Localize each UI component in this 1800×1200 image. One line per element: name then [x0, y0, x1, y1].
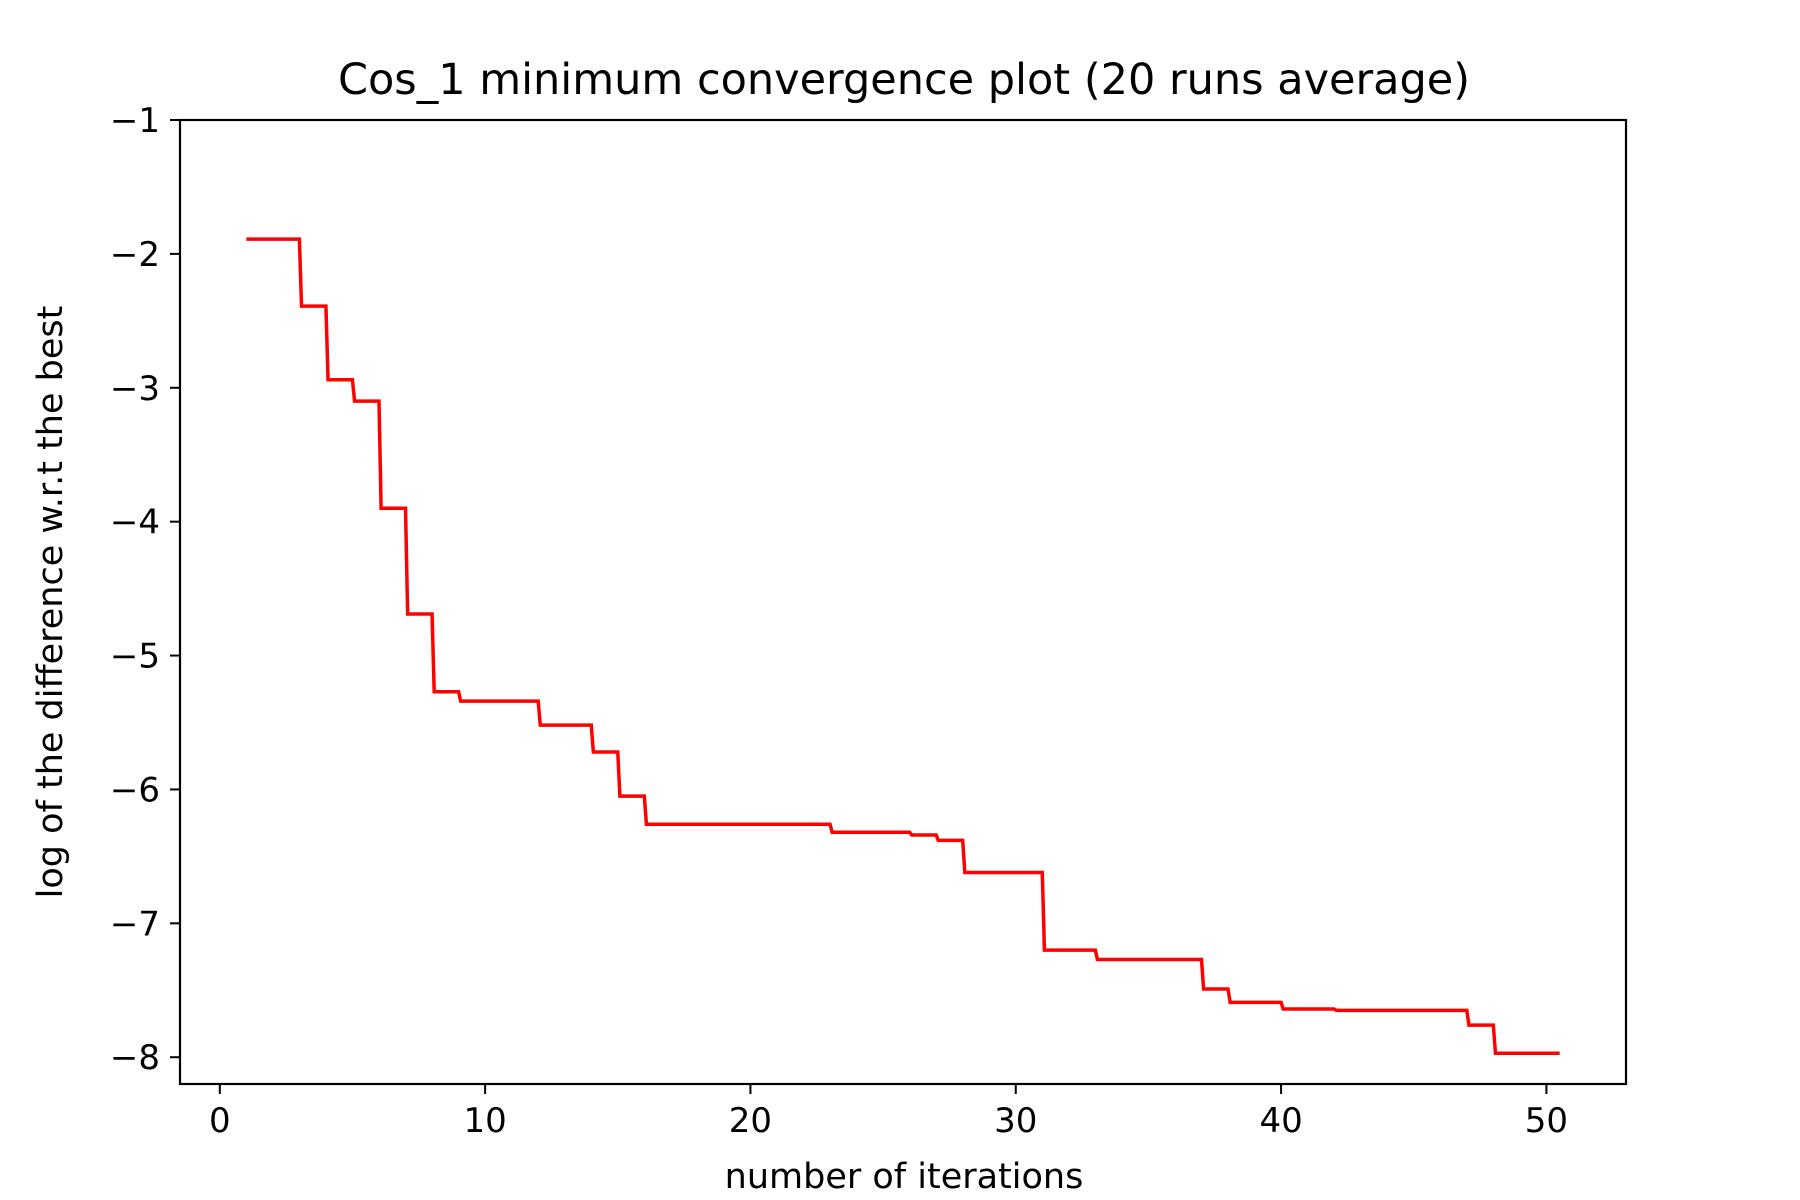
y-axis-label: log of the difference w.r.t the best [31, 306, 71, 899]
series-line [246, 237, 1560, 1055]
x-tick-label: 10 [463, 1101, 506, 1141]
y-tick-label: −2 [110, 235, 160, 275]
y-tick-label: −8 [110, 1038, 160, 1078]
chart-title: Cos_1 minimum convergence plot (20 runs … [338, 55, 1470, 105]
x-tick-label: 40 [1259, 1101, 1302, 1141]
x-tick-label: 20 [729, 1101, 772, 1141]
y-axis-ticks: −1 −2 −3 −4 −5 −6 −7 −8 [110, 101, 180, 1078]
y-tick-label: −1 [110, 101, 160, 141]
y-tick-label: −6 [110, 770, 160, 810]
plot-frame [178, 118, 1628, 1086]
y-tick-label: −5 [110, 637, 160, 677]
y-tick-label: −4 [110, 503, 160, 543]
y-tick-label: −3 [110, 369, 160, 409]
x-tick-label: 0 [209, 1101, 231, 1141]
y-tick-label: −7 [110, 904, 160, 944]
x-axis-ticks: 0 10 20 30 40 50 [209, 1084, 1568, 1141]
x-tick-label: 30 [994, 1101, 1037, 1141]
x-axis-label: number of iterations [725, 1157, 1084, 1197]
x-tick-label: 50 [1525, 1101, 1568, 1141]
